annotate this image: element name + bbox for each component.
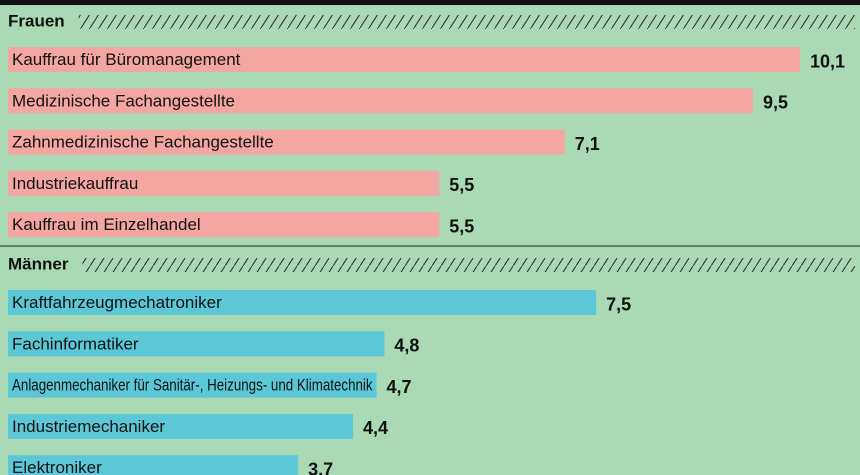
category-label: Fachinformatiker bbox=[12, 334, 139, 353]
category-label: Zahnmedizinische Fachangestellte bbox=[12, 133, 274, 152]
value-label: 7,1 bbox=[575, 134, 600, 154]
value-label: 4,8 bbox=[394, 336, 419, 356]
bar bbox=[8, 129, 565, 155]
bar bbox=[8, 455, 299, 475]
category-label: Kraftfahrzeugmechatroniker bbox=[12, 293, 222, 312]
bar bbox=[8, 88, 753, 114]
category-label: Industriemechaniker bbox=[12, 417, 165, 436]
category-label: Kauffrau im Einzelhandel bbox=[12, 215, 201, 234]
bar bbox=[8, 290, 597, 315]
value-label: 4,7 bbox=[387, 377, 412, 397]
bar bbox=[8, 413, 354, 439]
category-label: Medizinische Fachangestellte bbox=[12, 91, 235, 110]
bar bbox=[8, 331, 385, 357]
value-label: 5,5 bbox=[449, 175, 474, 195]
value-label: 7,5 bbox=[606, 294, 631, 314]
bar bbox=[8, 212, 440, 238]
category-label: Industriekauffrau bbox=[12, 174, 138, 193]
bar bbox=[8, 372, 377, 398]
value-label: 5,5 bbox=[449, 216, 474, 236]
bar bbox=[8, 47, 800, 72]
top-rule bbox=[0, 0, 860, 5]
group-title: Männer bbox=[8, 254, 69, 273]
value-label: 3,7 bbox=[308, 459, 333, 475]
category-label: Elektroniker bbox=[12, 458, 102, 475]
category-label: Anlagenmechaniker für Sanitär-, Heizungs… bbox=[12, 376, 373, 395]
value-label: 10,1 bbox=[810, 51, 845, 71]
bar bbox=[8, 170, 440, 196]
value-label: 9,5 bbox=[763, 93, 788, 113]
hatch bbox=[78, 15, 855, 29]
hatch bbox=[82, 258, 855, 272]
category-label: Kauffrau für Büromanagement bbox=[12, 50, 241, 69]
group-title: Frauen bbox=[8, 11, 65, 30]
value-label: 4,4 bbox=[363, 418, 388, 438]
